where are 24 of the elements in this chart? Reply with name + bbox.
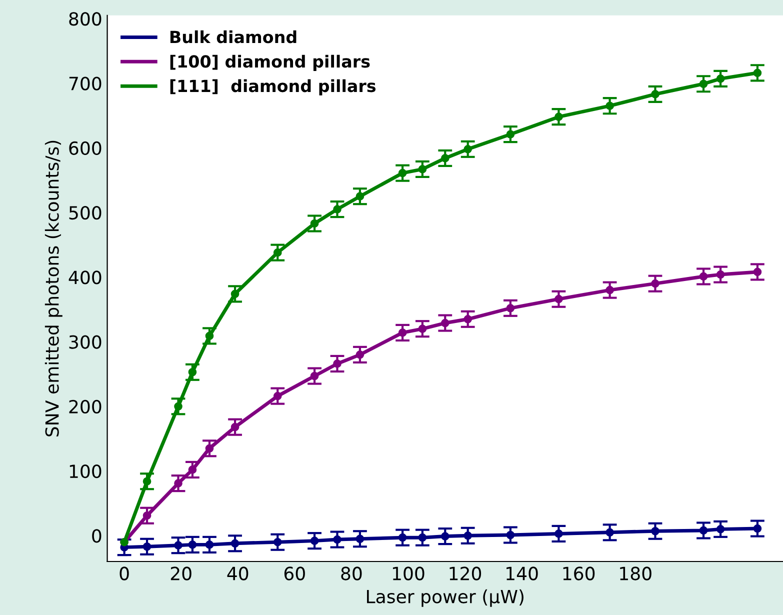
x-tick-label: 160: [563, 566, 595, 580]
x-tick-label: 120: [450, 566, 482, 580]
x-axis-title: Laser power (µW): [367, 589, 524, 607]
y-tick-label: 0: [92, 529, 102, 543]
legend-label: Bulk diamond: [170, 30, 296, 44]
y-tick-label: 100: [70, 464, 102, 478]
x-tick-label: 100: [392, 566, 424, 580]
legend-label: [100] diamond pillars: [170, 54, 370, 71]
x-tick-label: 60: [284, 566, 305, 580]
y-tick-label: 600: [69, 141, 102, 155]
y-axis-title: SNV emitted photons (kcounts/s): [44, 140, 62, 436]
x-tick-label: 40: [227, 566, 248, 580]
y-tick-label: 300: [69, 335, 102, 349]
y-tick-label: 200: [69, 400, 102, 414]
y-tick-label: 700: [69, 76, 102, 90]
x-tick-label: 0: [120, 566, 129, 580]
x-tick-label: 140: [506, 566, 538, 580]
y-tick-label: 400: [68, 270, 102, 284]
y-tick-label: 800: [69, 12, 102, 26]
y-tick-label: 500: [69, 206, 102, 220]
x-tick-label: 20: [170, 566, 192, 580]
legend-label: [111] diamond pillars: [170, 79, 376, 96]
x-tick-label: 80: [341, 566, 362, 580]
x-tick-label: 180: [620, 566, 652, 580]
